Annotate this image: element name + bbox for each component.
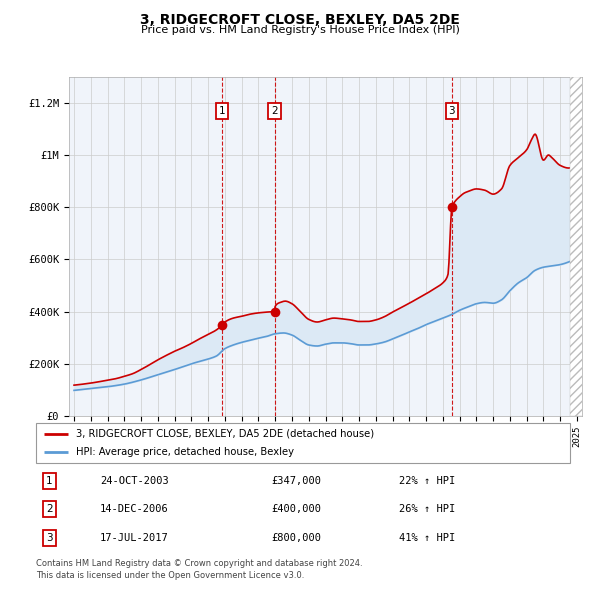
Text: 2: 2 [46,504,53,514]
Text: Contains HM Land Registry data © Crown copyright and database right 2024.: Contains HM Land Registry data © Crown c… [36,559,362,568]
Text: 22% ↑ HPI: 22% ↑ HPI [399,476,455,486]
Text: 26% ↑ HPI: 26% ↑ HPI [399,504,455,514]
Text: £347,000: £347,000 [271,476,321,486]
Text: 2: 2 [271,106,278,116]
Text: HPI: Average price, detached house, Bexley: HPI: Average price, detached house, Bexl… [76,447,294,457]
Text: 3: 3 [46,533,53,543]
Text: 41% ↑ HPI: 41% ↑ HPI [399,533,455,543]
Text: £800,000: £800,000 [271,533,321,543]
Text: This data is licensed under the Open Government Licence v3.0.: This data is licensed under the Open Gov… [36,571,304,580]
Text: 17-JUL-2017: 17-JUL-2017 [100,533,169,543]
Text: 24-OCT-2003: 24-OCT-2003 [100,476,169,486]
Text: 1: 1 [218,106,225,116]
Text: 3: 3 [449,106,455,116]
Text: £400,000: £400,000 [271,504,321,514]
FancyBboxPatch shape [36,423,570,463]
Text: 1: 1 [46,476,53,486]
Text: Price paid vs. HM Land Registry's House Price Index (HPI): Price paid vs. HM Land Registry's House … [140,25,460,35]
Text: 14-DEC-2006: 14-DEC-2006 [100,504,169,514]
Text: 3, RIDGECROFT CLOSE, BEXLEY, DA5 2DE: 3, RIDGECROFT CLOSE, BEXLEY, DA5 2DE [140,13,460,27]
Text: 3, RIDGECROFT CLOSE, BEXLEY, DA5 2DE (detached house): 3, RIDGECROFT CLOSE, BEXLEY, DA5 2DE (de… [76,429,374,439]
